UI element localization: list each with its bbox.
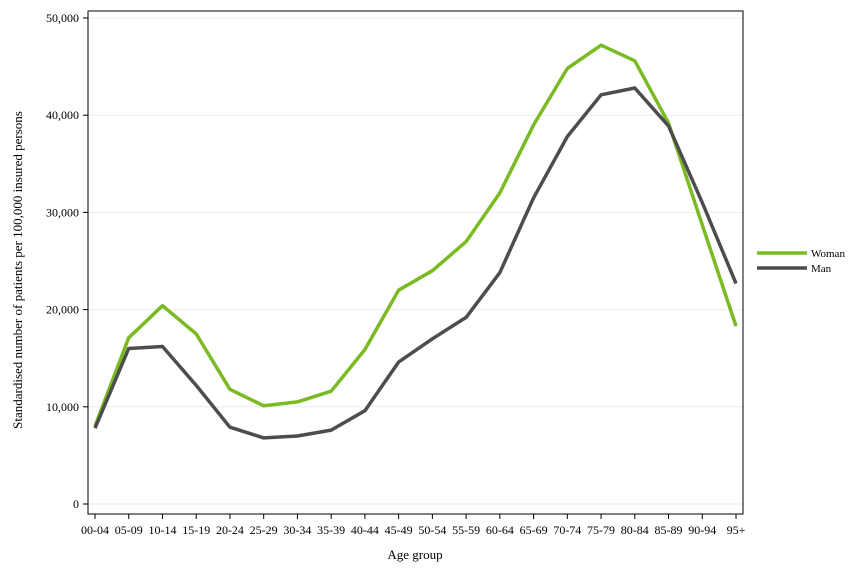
series-line-man [93, 86, 738, 440]
y-tick-label: 40,000 [46, 108, 79, 122]
x-tick-label: 55-59 [452, 523, 480, 537]
x-tick-label: 35-39 [317, 523, 345, 537]
x-tick-label: 20-24 [216, 523, 244, 537]
x-tick-label: 50-54 [418, 523, 446, 537]
y-tick-label: 50,000 [46, 11, 79, 25]
x-tick-label: 85-89 [655, 523, 683, 537]
y-tick-label: 30,000 [46, 205, 79, 219]
x-axis: 00-04 05-09 10-14 15-19 20-24 25-29 30-34 35-39… [81, 514, 746, 537]
gridlines [88, 17, 743, 505]
x-tick-label: 75-79 [587, 523, 615, 537]
y-axis: 0 10,000 20,000 30,000 40,000 50,000 [46, 11, 88, 511]
x-tick-label: 00-04 [81, 523, 109, 537]
y-tick-label: 0 [73, 497, 79, 511]
x-tick-label: 25-29 [250, 523, 278, 537]
series-lines [93, 43, 738, 440]
plot-frame [87, 10, 744, 515]
legend: Woman Man [757, 248, 845, 275]
legend-label-man: Man [811, 263, 832, 275]
x-axis-label: Age group [387, 547, 442, 562]
x-tick-label: 80-84 [621, 523, 649, 537]
x-tick-label: 65-69 [520, 523, 548, 537]
x-tick-label: 95+ [727, 523, 746, 537]
y-tick-label: 10,000 [46, 400, 79, 414]
y-tick-label: 20,000 [46, 303, 79, 317]
x-tick-label: 15-19 [182, 523, 210, 537]
x-tick-label: 30-34 [283, 523, 311, 537]
legend-label-woman: Woman [811, 248, 845, 260]
x-tick-label: 90-94 [688, 523, 716, 537]
x-tick-label: 10-14 [148, 523, 176, 537]
y-axis-label: Standardised number of patients per 100,… [10, 111, 25, 429]
series-line-woman [93, 43, 738, 427]
x-tick-label: 40-44 [351, 523, 379, 537]
x-tick-label: 60-64 [486, 523, 514, 537]
x-tick-label: 05-09 [115, 523, 143, 537]
x-tick-label: 45-49 [385, 523, 413, 537]
x-tick-label: 70-74 [553, 523, 581, 537]
